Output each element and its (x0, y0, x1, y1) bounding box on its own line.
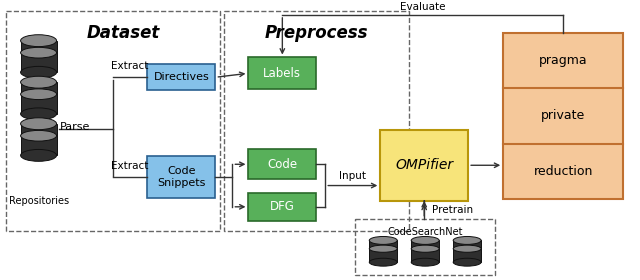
Text: private: private (541, 109, 585, 122)
Text: Pretrain: Pretrain (432, 205, 474, 215)
Ellipse shape (20, 35, 56, 46)
Ellipse shape (20, 130, 56, 141)
Bar (380, 130, 468, 201)
Ellipse shape (453, 237, 481, 244)
Ellipse shape (369, 258, 397, 266)
Text: reduction: reduction (533, 165, 593, 178)
Bar (503, 33, 623, 199)
Text: Code: Code (268, 158, 298, 171)
Bar (248, 150, 316, 179)
Ellipse shape (20, 66, 56, 78)
Ellipse shape (453, 258, 481, 266)
Text: OMPifier: OMPifier (395, 158, 453, 172)
Ellipse shape (412, 245, 439, 252)
Text: Parse: Parse (60, 122, 91, 132)
Ellipse shape (20, 118, 56, 130)
Bar (248, 57, 316, 89)
Text: Labels: Labels (263, 67, 301, 80)
Ellipse shape (453, 245, 481, 252)
Bar (369, 241, 397, 262)
Ellipse shape (20, 76, 56, 88)
Bar (147, 64, 216, 90)
Text: Code
Snippets: Code Snippets (157, 166, 205, 188)
Bar (225, 11, 409, 230)
Ellipse shape (20, 150, 56, 161)
Text: pragma: pragma (539, 54, 588, 67)
Bar (20, 124, 56, 155)
Bar (412, 241, 439, 262)
Text: CodeSearchNet: CodeSearchNet (387, 227, 463, 237)
Text: Directives: Directives (154, 72, 209, 82)
Ellipse shape (20, 47, 56, 58)
Ellipse shape (412, 237, 439, 244)
Ellipse shape (369, 245, 397, 252)
Text: DFG: DFG (270, 200, 295, 213)
Bar (147, 156, 216, 198)
Text: Extract: Extract (111, 61, 148, 71)
Bar (6, 11, 220, 230)
Bar (453, 241, 481, 262)
Ellipse shape (20, 89, 56, 100)
Bar (20, 41, 56, 72)
Ellipse shape (412, 258, 439, 266)
Ellipse shape (20, 108, 56, 120)
Text: Input: Input (339, 171, 366, 181)
Text: Preprocess: Preprocess (265, 24, 369, 42)
Bar (248, 193, 316, 221)
Ellipse shape (369, 237, 397, 244)
Bar (20, 82, 56, 114)
Text: Dataset: Dataset (87, 24, 161, 42)
Bar (355, 219, 495, 275)
Text: Evaluate: Evaluate (400, 2, 445, 12)
Text: Extract: Extract (111, 161, 148, 171)
Text: Repositories: Repositories (8, 196, 68, 206)
